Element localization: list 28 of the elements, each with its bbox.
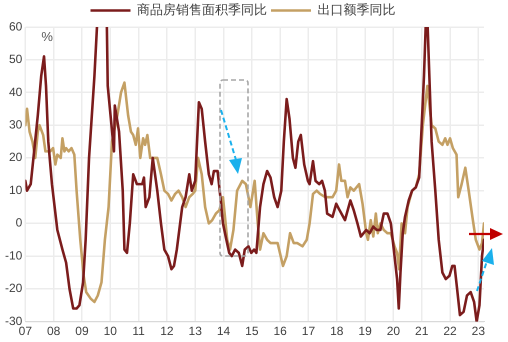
- x-tick-label: 09: [75, 324, 89, 338]
- y-tick-label: 30: [8, 118, 23, 132]
- legend-label: 商品房销售面积季同比: [137, 2, 267, 18]
- y-tick-label: -10: [5, 248, 23, 262]
- x-tick-label: 13: [188, 324, 202, 338]
- y-tick-label: 40: [8, 84, 23, 99]
- x-tick-label: 11: [132, 324, 146, 338]
- y-tick-label: 0: [16, 216, 23, 230]
- y-tick-label: 60: [8, 19, 23, 34]
- y-tick-label: 20: [8, 150, 23, 164]
- x-tick-label: 08: [46, 324, 61, 338]
- annotation: %: [41, 29, 54, 44]
- x-tick-label: 16: [273, 324, 288, 338]
- x-tick-label: 18: [330, 324, 344, 338]
- legend-label: 出口额季同比: [318, 2, 396, 18]
- x-tick-label: 19: [358, 324, 372, 338]
- x-tick-label: 21: [415, 324, 429, 338]
- y-tick-label: 10: [8, 182, 23, 197]
- x-tick-label: 23: [472, 324, 486, 338]
- x-tick-label: 10: [104, 324, 118, 338]
- x-tick-label: 20: [386, 324, 400, 338]
- x-tick-label: 22: [443, 324, 458, 338]
- y-tick-label: 50: [8, 52, 23, 66]
- y-tick-label: -20: [5, 281, 23, 296]
- x-tick-label: 15: [245, 324, 259, 338]
- x-tick-label: 14: [216, 324, 231, 338]
- x-tick-label: 12: [160, 324, 174, 338]
- x-tick-label: 17: [302, 324, 316, 338]
